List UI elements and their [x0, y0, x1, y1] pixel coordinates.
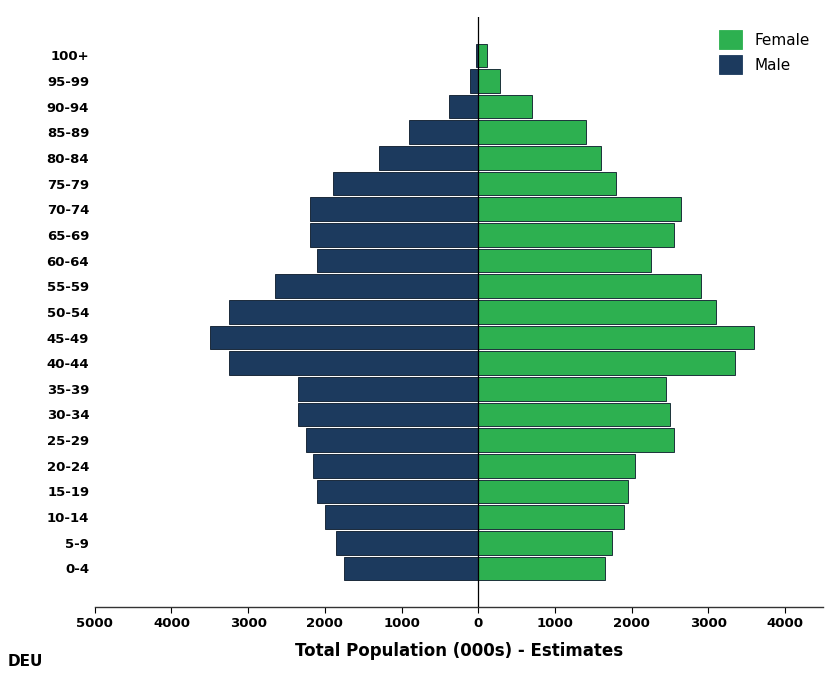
Bar — [318, 479, 478, 503]
Bar — [478, 377, 666, 401]
Bar — [478, 300, 716, 324]
Bar — [478, 505, 624, 529]
Bar — [478, 428, 674, 452]
Bar — [409, 120, 478, 144]
Bar — [336, 531, 478, 555]
Bar — [476, 43, 478, 67]
Bar — [210, 326, 478, 349]
Bar — [478, 326, 754, 349]
Bar — [449, 95, 478, 118]
Bar — [478, 454, 635, 477]
Bar — [313, 454, 478, 477]
Bar — [229, 351, 478, 375]
Bar — [229, 300, 478, 324]
Bar — [478, 120, 585, 144]
Bar — [478, 198, 681, 221]
Bar — [344, 557, 478, 581]
Bar — [478, 95, 532, 118]
Bar — [478, 531, 612, 555]
Bar — [309, 223, 478, 246]
Bar — [478, 146, 601, 170]
Bar — [478, 223, 674, 246]
Bar — [379, 146, 478, 170]
Text: DEU: DEU — [8, 654, 43, 669]
Bar — [333, 172, 478, 196]
Bar — [478, 69, 500, 93]
Bar — [478, 403, 670, 426]
Bar — [298, 377, 478, 401]
Bar — [478, 479, 627, 503]
Bar — [318, 249, 478, 272]
Bar — [478, 557, 605, 581]
Bar — [306, 428, 478, 452]
Bar — [478, 249, 651, 272]
Legend: Female, Male: Female, Male — [713, 24, 816, 80]
Bar — [478, 172, 617, 196]
Bar — [275, 274, 478, 298]
Bar — [478, 351, 735, 375]
Bar — [470, 69, 478, 93]
Bar — [478, 43, 486, 67]
Bar — [478, 274, 701, 298]
X-axis label: Total Population (000s) - Estimates: Total Population (000s) - Estimates — [295, 642, 623, 659]
Bar — [325, 505, 478, 529]
Bar — [298, 403, 478, 426]
Bar — [309, 198, 478, 221]
